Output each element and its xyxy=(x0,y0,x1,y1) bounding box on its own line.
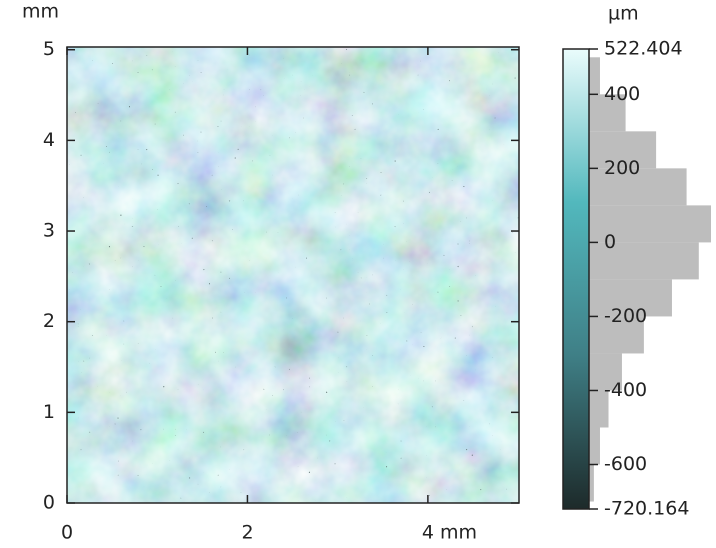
x-tick-label: 4 mm xyxy=(422,522,477,544)
colorbar-tick-label: 522.404 xyxy=(604,38,683,60)
y-tick-label: 1 xyxy=(43,401,55,423)
y-tick-label: 0 xyxy=(43,492,55,514)
colorbar-tick-label: 200 xyxy=(604,157,640,179)
surface-image xyxy=(67,47,519,503)
histogram-bar xyxy=(589,94,626,132)
histogram-bar xyxy=(589,168,687,206)
histogram-bar xyxy=(589,316,644,354)
y-tick-label: 5 xyxy=(43,38,55,60)
plot-frame xyxy=(66,46,520,504)
x-tick-label: 2 xyxy=(241,522,253,544)
y-tick-label: 2 xyxy=(43,310,55,332)
histogram-bar xyxy=(589,464,594,502)
x-tick-label: 0 xyxy=(61,522,73,544)
y-tick-label: 4 xyxy=(43,129,55,151)
colorbar-unit: µm xyxy=(608,3,639,25)
histogram-bar xyxy=(589,57,600,95)
colorbar-tick-label: -400 xyxy=(604,379,647,401)
histogram-bar xyxy=(589,279,672,317)
histogram-bar xyxy=(589,427,600,465)
histogram-bar xyxy=(589,242,699,280)
colorbar-tick-label: -600 xyxy=(604,453,647,475)
histogram-bar xyxy=(589,390,609,428)
colorbar xyxy=(562,48,590,510)
y-unit: mm xyxy=(22,1,59,23)
histogram-bar xyxy=(589,131,657,169)
pores xyxy=(67,47,519,503)
histogram-bar xyxy=(589,205,711,243)
colorbar-tick-label: -200 xyxy=(604,305,647,327)
colorbar-tick-label: 0 xyxy=(604,231,616,253)
colorbar-tick-label: 400 xyxy=(604,83,640,105)
histogram-bar xyxy=(589,353,622,391)
colorbar-tick-label: -720.164 xyxy=(604,498,689,520)
y-tick-label: 3 xyxy=(43,220,55,242)
